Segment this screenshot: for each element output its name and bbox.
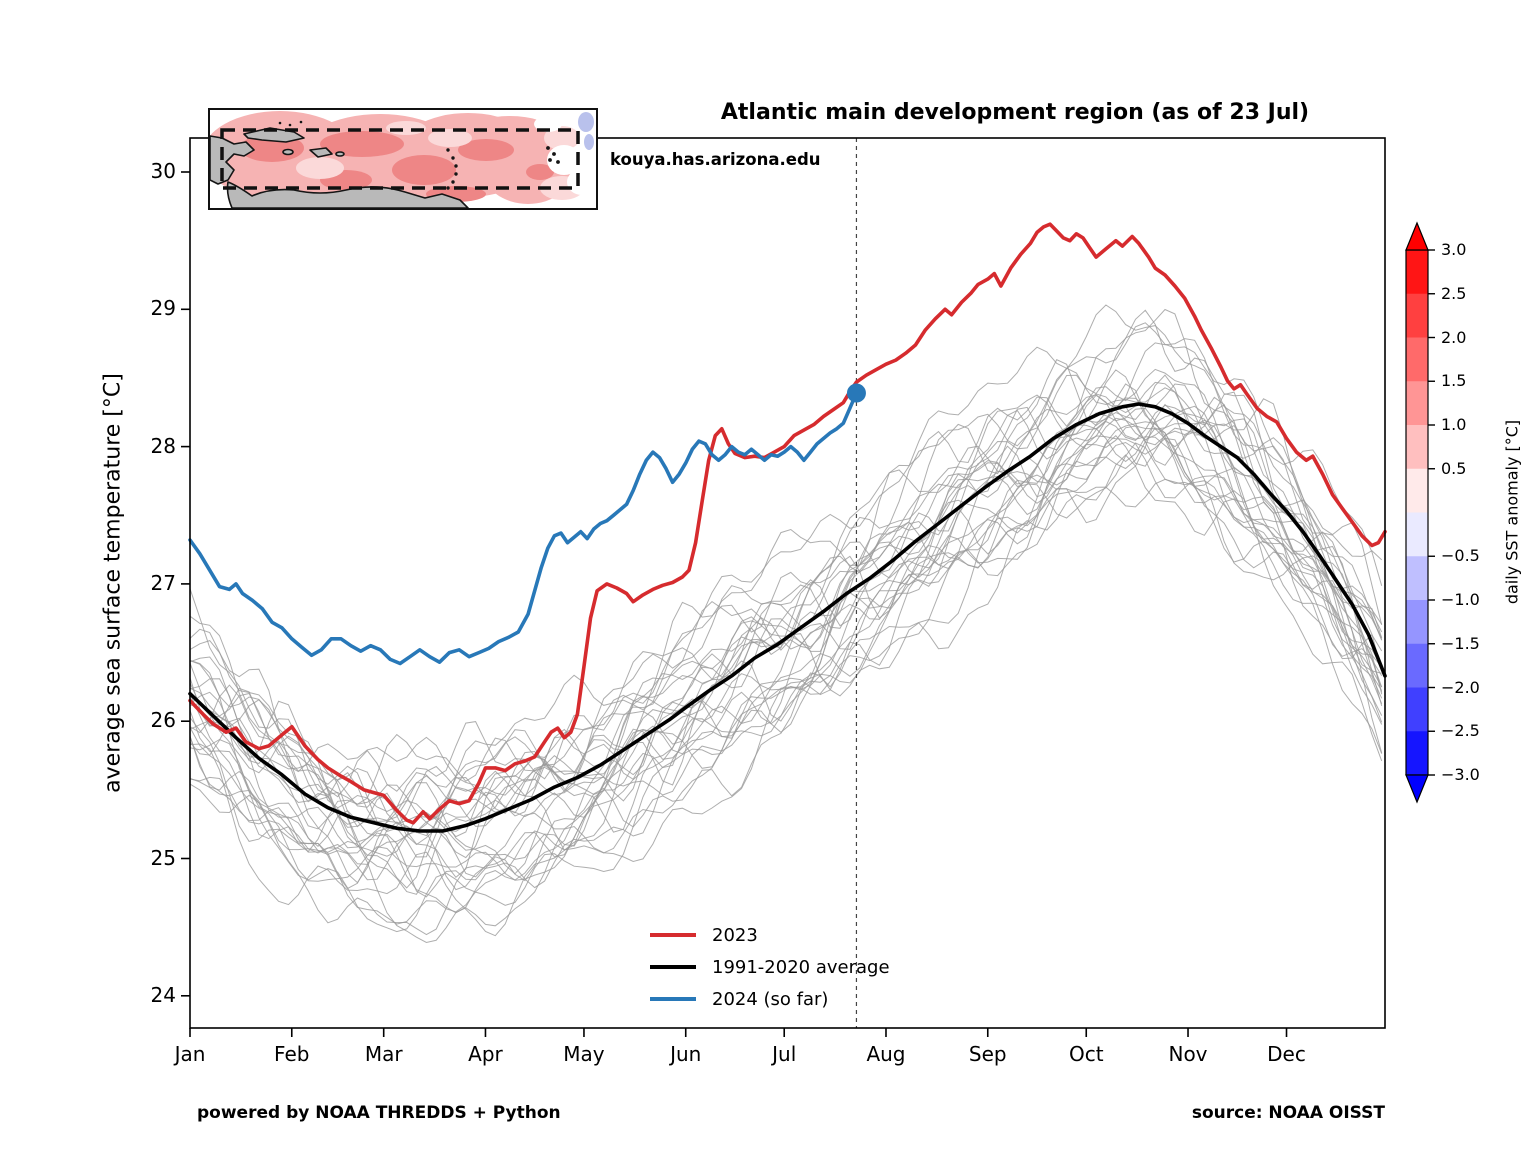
series-line-1991-2020-average bbox=[188, 402, 1387, 833]
x-tick-label: Mar bbox=[364, 1042, 403, 1066]
footer-source: source: NOAA OISST bbox=[1191, 1103, 1385, 1123]
x-tick-label: Nov bbox=[1168, 1042, 1208, 1066]
legend-swatch bbox=[650, 933, 696, 937]
legend-swatch bbox=[650, 997, 696, 1001]
colorbar-tick-label: 2.5 bbox=[1441, 283, 1467, 303]
island-dots bbox=[278, 120, 560, 190]
colorbar-tick-label: 3.0 bbox=[1441, 240, 1467, 259]
page-title: Atlantic main development region (as of … bbox=[720, 100, 1310, 125]
x-tick-label: Oct bbox=[1068, 1042, 1104, 1066]
colorbar-tick-label: 0.5 bbox=[1441, 458, 1467, 478]
latest-value-marker bbox=[846, 383, 866, 403]
legend-entry: 2023 bbox=[650, 919, 890, 951]
inset-map-graphic bbox=[202, 110, 597, 209]
y-tick-label: 30 bbox=[150, 159, 176, 183]
colorbar-tick-label: −1.5 bbox=[1441, 633, 1480, 653]
x-tick-label: Apr bbox=[468, 1042, 503, 1066]
x-tick-label: Feb bbox=[274, 1042, 310, 1066]
y-tick-label: 28 bbox=[150, 433, 176, 458]
colorbar-tick-label: 1.0 bbox=[1441, 415, 1467, 434]
y-tick-label: 26 bbox=[150, 708, 176, 733]
cool-anomaly-patch bbox=[578, 112, 594, 150]
colorbar bbox=[1405, 221, 1435, 804]
watermark-text: kouya.has.arizona.edu bbox=[610, 150, 821, 169]
plot-frame bbox=[189, 137, 1386, 1029]
footer-credit: powered by NOAA THREDDS + Python bbox=[197, 1103, 561, 1123]
y-tick-label: 27 bbox=[150, 570, 176, 595]
legend-entry: 2024 (so far) bbox=[650, 983, 890, 1015]
colorbar-label: daily SST anomaly [°C] bbox=[1502, 419, 1522, 605]
x-tick-label: Sep bbox=[968, 1042, 1007, 1066]
legend-label: 2024 (so far) bbox=[712, 988, 829, 1010]
y-tick-label: 29 bbox=[150, 296, 176, 321]
colorbar-tick-label: −2.0 bbox=[1441, 677, 1480, 697]
ensemble-gray-lines bbox=[189, 304, 1383, 944]
x-tick-label: Dec bbox=[1267, 1042, 1306, 1066]
legend-swatch bbox=[650, 965, 696, 969]
x-tick-label: Aug bbox=[866, 1042, 906, 1066]
x-tick-label: Jun bbox=[670, 1042, 702, 1066]
colorbar-tick-label: −1.0 bbox=[1441, 590, 1480, 609]
colorbar-tick-label: 2.0 bbox=[1441, 327, 1467, 347]
x-tick-label: Jul bbox=[772, 1042, 797, 1066]
legend-entry: 1991-2020 average bbox=[650, 951, 890, 983]
legend-label: 2023 bbox=[712, 924, 758, 946]
series-line-2023 bbox=[188, 222, 1387, 825]
legend-label: 1991-2020 average bbox=[712, 956, 890, 978]
series-line-2024-so-far- bbox=[188, 391, 859, 666]
colorbar-tick-label: −0.5 bbox=[1441, 546, 1480, 566]
x-tick-label: Jan bbox=[174, 1042, 206, 1066]
x-tick-label: May bbox=[563, 1042, 605, 1066]
colorbar-tick-label: −3.0 bbox=[1441, 765, 1480, 784]
inset-map bbox=[202, 108, 598, 210]
colorbar-tick-label: 1.5 bbox=[1441, 371, 1467, 391]
mdr-dashed-box bbox=[220, 128, 580, 190]
y-tick-label: 25 bbox=[150, 845, 176, 870]
colorbar-tick-label: −2.5 bbox=[1441, 721, 1480, 741]
y-tick-label: 24 bbox=[150, 982, 176, 1007]
chart-legend: 2023 1991-2020 average 2024 (so far) bbox=[650, 919, 890, 1015]
